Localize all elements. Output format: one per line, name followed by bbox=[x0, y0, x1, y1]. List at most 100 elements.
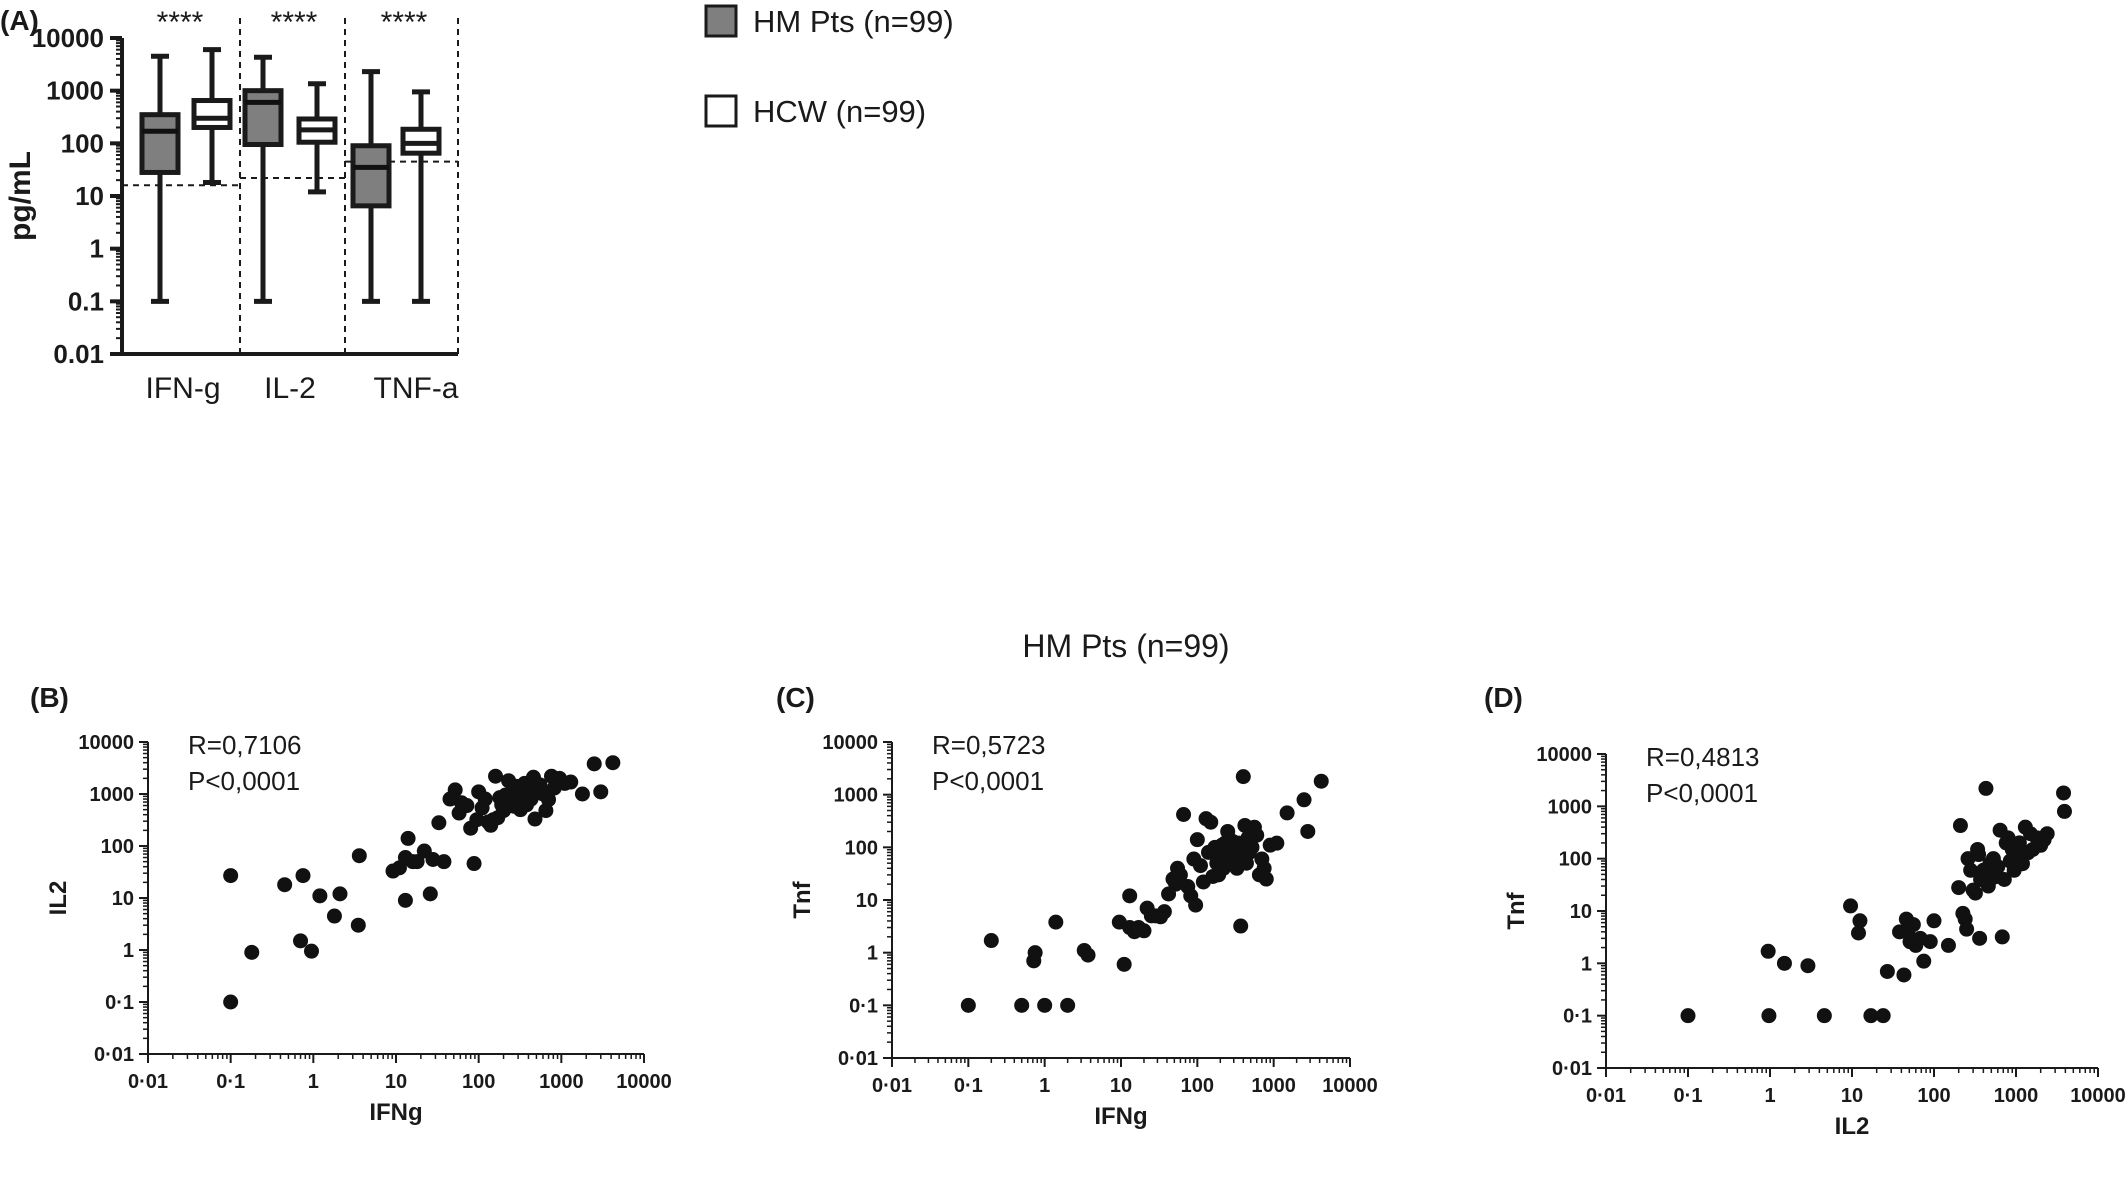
scatter-point bbox=[1296, 792, 1312, 808]
scatter-point bbox=[2056, 803, 2072, 819]
panel-a-y-tick-label: 100 bbox=[61, 128, 104, 158]
scatter-point bbox=[293, 933, 309, 949]
legend-label-hcw: HCW (n=99) bbox=[753, 94, 926, 129]
scatter-y-tick-label: 1000 bbox=[90, 784, 135, 806]
scatter-x-tick-label: 1000 bbox=[1994, 1085, 2039, 1107]
scatter-point bbox=[1863, 1008, 1879, 1024]
scatter-x-tick-label: 0·1 bbox=[1674, 1085, 1703, 1107]
scatter-point bbox=[431, 815, 447, 831]
scatter-point bbox=[1048, 914, 1064, 930]
scatter-point bbox=[1060, 997, 1076, 1013]
scatter-x-tick-label: 1 bbox=[1039, 1075, 1050, 1097]
scatter-point bbox=[960, 997, 976, 1013]
scatter-point bbox=[1269, 835, 1285, 851]
scatter-y-tick-label: 0·1 bbox=[1563, 1006, 1592, 1028]
scatter-point bbox=[1963, 862, 1979, 878]
scatter-point bbox=[574, 786, 590, 802]
scatter-y-tick-label: 1 bbox=[123, 940, 134, 962]
scatter-y-tick-label: 100 bbox=[845, 837, 878, 859]
scatter-point bbox=[1850, 925, 1866, 941]
scatter-point bbox=[436, 854, 452, 870]
panel-b: (B) R=0,7106 P<0,0001 IFNg IL2 0·01 0·01 0… bbox=[30, 682, 672, 1126]
box-iqr bbox=[139, 112, 181, 175]
panel-label-b: (B) bbox=[30, 682, 69, 713]
scatter-point bbox=[1235, 769, 1251, 785]
scatter-point bbox=[397, 892, 413, 908]
scatter-point bbox=[1258, 871, 1274, 887]
scatter-y-tick-label: 0·1 bbox=[849, 995, 878, 1017]
scatter-point bbox=[1156, 904, 1172, 920]
scatter-point bbox=[1136, 923, 1152, 939]
scatter-point bbox=[1972, 930, 1988, 946]
panel-a-significance-label: **** bbox=[381, 6, 428, 39]
scatter-point bbox=[312, 888, 328, 904]
scatter-point bbox=[1192, 858, 1208, 874]
scatter-point bbox=[1978, 780, 1994, 796]
scatter-point bbox=[477, 791, 493, 807]
scatter-point bbox=[1916, 953, 1932, 969]
scatter-x-tick-label: 1 bbox=[1764, 1085, 1775, 1107]
scatter-point bbox=[1203, 814, 1219, 830]
panel-a-y-tick-label: 10000 bbox=[32, 23, 104, 53]
scatter-point bbox=[1994, 929, 2010, 945]
scatter-point bbox=[332, 886, 348, 902]
scatter-point bbox=[1952, 818, 1968, 834]
panel-c-y-axis-label: Tnf bbox=[789, 880, 816, 918]
scatter-point bbox=[2056, 785, 2072, 801]
panel-b-p-value: P<0,0001 bbox=[188, 766, 300, 796]
scatter-y-tick-label: 0·1 bbox=[105, 992, 134, 1014]
scatter-y-tick-label: 100 bbox=[101, 836, 134, 858]
box-iqr bbox=[350, 143, 392, 209]
scatter-y-tick-label: 1000 bbox=[834, 785, 879, 807]
scatter-point bbox=[1189, 832, 1205, 848]
scatter-y-tick-label: 1000 bbox=[1548, 796, 1593, 818]
box-iqr bbox=[242, 88, 284, 148]
scatter-point bbox=[1300, 823, 1316, 839]
scatter-point bbox=[2039, 826, 2055, 842]
legend-label-hm: HM Pts (n=99) bbox=[753, 4, 954, 39]
scatter-point bbox=[409, 854, 425, 870]
scatter-point bbox=[469, 812, 485, 828]
scatter-point bbox=[1951, 880, 1967, 896]
scatter-point bbox=[1959, 921, 1975, 937]
box-iqr bbox=[191, 98, 233, 130]
scatter-point bbox=[1760, 943, 1776, 959]
legend-swatch-hm bbox=[704, 4, 738, 38]
scatter-point bbox=[2011, 835, 2027, 851]
scatter-point bbox=[1967, 885, 1983, 901]
panel-a-y-tick-label: 1000 bbox=[46, 76, 104, 106]
panel-a-significance-label: **** bbox=[157, 6, 204, 39]
legend: HM Pts (n=99) HCW (n=99) bbox=[704, 4, 954, 129]
scatter-point bbox=[1188, 897, 1204, 913]
scatter-y-tick-label: 0·01 bbox=[838, 1048, 878, 1070]
panel-label-d: (D) bbox=[1484, 682, 1523, 713]
scatter-point bbox=[1279, 805, 1295, 821]
scatter-y-tick-label: 10000 bbox=[1536, 744, 1592, 766]
scatter-point bbox=[1816, 1008, 1832, 1024]
scatter-x-tick-label: 0·1 bbox=[954, 1075, 983, 1097]
scatter-y-tick-label: 1 bbox=[1581, 953, 1592, 975]
scatter-x-tick-label: 100 bbox=[462, 1071, 495, 1093]
scatter-point bbox=[1990, 859, 2006, 875]
scatter-point bbox=[1940, 937, 1956, 953]
scatter-x-tick-label: 1 bbox=[308, 1071, 319, 1093]
scatter-x-tick-label: 100 bbox=[1181, 1075, 1214, 1097]
panel-d: (D) R=0,4813 P<0,0001 IL2 Tnf 0·01 0·01 0·… bbox=[1484, 682, 2126, 1140]
scatter-point bbox=[1249, 827, 1265, 843]
panel-c-p-value: P<0,0001 bbox=[932, 766, 1044, 796]
scatter-point bbox=[1027, 945, 1043, 961]
panel-a-significance-label: **** bbox=[271, 6, 318, 39]
panel-a-category-label: TNF-a bbox=[374, 372, 459, 405]
scatter-point bbox=[277, 877, 293, 893]
panel-a-y-tick-label: 0.1 bbox=[68, 286, 104, 316]
scatter-point bbox=[1852, 913, 1868, 929]
legend-swatch-hcw bbox=[704, 94, 738, 128]
scatter-point bbox=[466, 856, 482, 872]
scatter-x-tick-label: 10 bbox=[1110, 1075, 1132, 1097]
scatter-point bbox=[2000, 830, 2016, 846]
panel-b-y-axis-label: IL2 bbox=[45, 881, 72, 916]
scatter-point bbox=[223, 868, 239, 884]
scatter-y-tick-label: 10000 bbox=[822, 732, 878, 754]
